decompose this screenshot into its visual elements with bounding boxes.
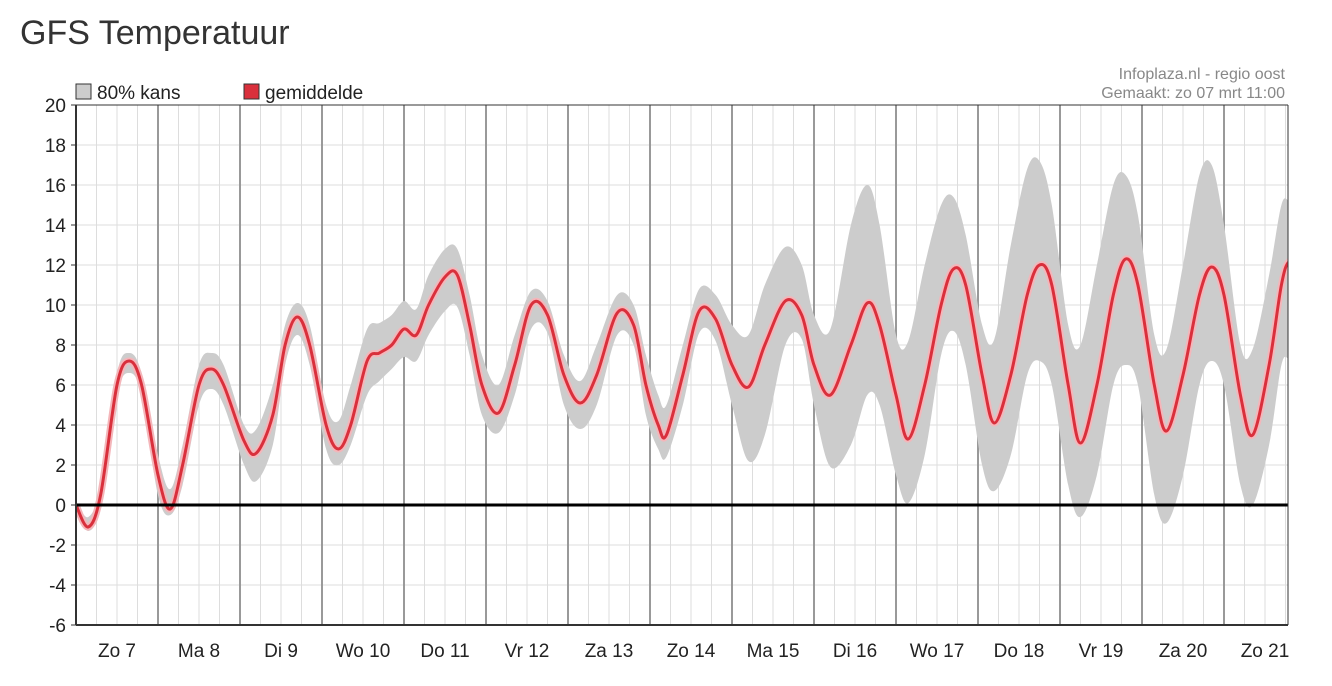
- y-tick-label: 4: [55, 416, 66, 437]
- x-category-label: Zo 21: [1241, 641, 1290, 662]
- x-category-label: Vr 19: [1079, 641, 1124, 662]
- credit-made: Gemaakt: zo 07 mrt 11:00: [1101, 85, 1285, 102]
- x-category-label: Wo 10: [336, 641, 391, 662]
- y-tick-label: 6: [55, 376, 66, 397]
- mean-line-path: [76, 257, 1288, 529]
- y-tick-label: -2: [49, 536, 66, 557]
- x-category-label: Do 11: [420, 641, 469, 662]
- x-category-label: Vr 12: [505, 641, 550, 662]
- x-category-label: Zo 14: [667, 641, 716, 662]
- x-category-label: Za 13: [585, 641, 634, 662]
- x-category-label: Wo 17: [910, 641, 965, 662]
- axes: [71, 104, 1289, 626]
- legend: 80% kans gemiddelde: [75, 83, 363, 104]
- credits: Infoplaza.nl - regio oost Gemaakt: zo 07…: [1101, 66, 1285, 102]
- y-tick-label: -6: [49, 616, 66, 637]
- y-tick-label: 14: [45, 216, 67, 237]
- x-category-label: Zo 7: [98, 641, 136, 662]
- band-area: [76, 157, 1288, 532]
- x-category-label: Za 20: [1159, 641, 1208, 662]
- x-category-label: Di 9: [264, 641, 298, 662]
- y-tick-label: -4: [49, 576, 66, 597]
- y-tick-label: 20: [45, 96, 66, 117]
- y-tick-label: 12: [45, 256, 66, 277]
- y-tick-label: 10: [45, 296, 66, 317]
- y-tick-label: 16: [45, 176, 66, 197]
- x-category-label: Di 16: [833, 641, 877, 662]
- credit-source: Infoplaza.nl - regio oost: [1119, 66, 1286, 83]
- x-category-label: Ma 15: [747, 641, 800, 662]
- y-tick-label: 8: [55, 336, 66, 357]
- probability-band: [76, 157, 1288, 532]
- y-tick-label: 18: [45, 136, 66, 157]
- x-category-label: Ma 8: [178, 641, 220, 662]
- y-tick-label: 0: [55, 496, 66, 517]
- legend-swatch-band: [75, 83, 92, 100]
- mean-line: [76, 255, 1288, 531]
- y-tick-label: 2: [55, 456, 66, 477]
- legend-label-mean: gemiddelde: [265, 83, 363, 104]
- legend-label-band: 80% kans: [97, 83, 180, 104]
- page-title: GFS Temperatuur: [20, 14, 290, 52]
- legend-swatch-mean: [243, 83, 260, 100]
- x-category-label: Do 18: [994, 641, 1045, 662]
